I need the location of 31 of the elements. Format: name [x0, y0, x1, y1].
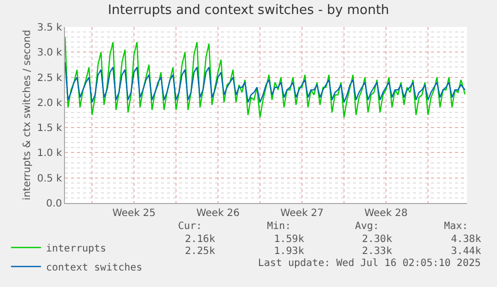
- y-tick-label: 1.0 k: [37, 148, 62, 160]
- text: Cur:: [178, 221, 202, 232]
- x-tick-label: Week 28: [364, 208, 408, 219]
- text: 2.33k: [362, 246, 392, 257]
- text: 4.38k: [451, 234, 482, 245]
- y-tick-label: 1.5 k: [37, 123, 62, 134]
- text: Max:: [444, 221, 468, 232]
- y-axis-title: interrupts & ctx switches / second: [22, 30, 34, 200]
- text: 3.44k: [451, 246, 482, 257]
- chart-title: Interrupts and context switches - by month: [108, 3, 390, 18]
- text: Min:: [267, 221, 292, 232]
- text: Last update: Wed Jul 16 02:05:10 2025: [258, 258, 481, 269]
- y-tick-label: 2.0 k: [37, 98, 62, 109]
- x-tick-label: Week 27: [280, 208, 324, 219]
- text: Avg:: [355, 221, 380, 232]
- text: 2.25k: [185, 246, 216, 257]
- x-tick-label: Week 26: [196, 208, 240, 219]
- text: 1.93k: [274, 246, 304, 257]
- y-tick-label: 3.5 k: [37, 22, 62, 34]
- y-tick-label: 0.0: [46, 198, 62, 210]
- text: 2.16k: [185, 234, 216, 245]
- line-series: [65, 62, 466, 104]
- y-tick-label: 0.5 k: [37, 173, 62, 184]
- y-tick-label: 3.0 k: [37, 48, 62, 59]
- y-tick-label: 2.5 k: [37, 72, 62, 84]
- line-series: [65, 36, 466, 118]
- x-tick-label: Week 25: [112, 208, 156, 219]
- legend-label: context switches: [46, 262, 142, 274]
- legend-label: interrupts: [46, 243, 106, 254]
- text: 1.59k: [274, 234, 304, 245]
- text: 2.30k: [362, 234, 392, 245]
